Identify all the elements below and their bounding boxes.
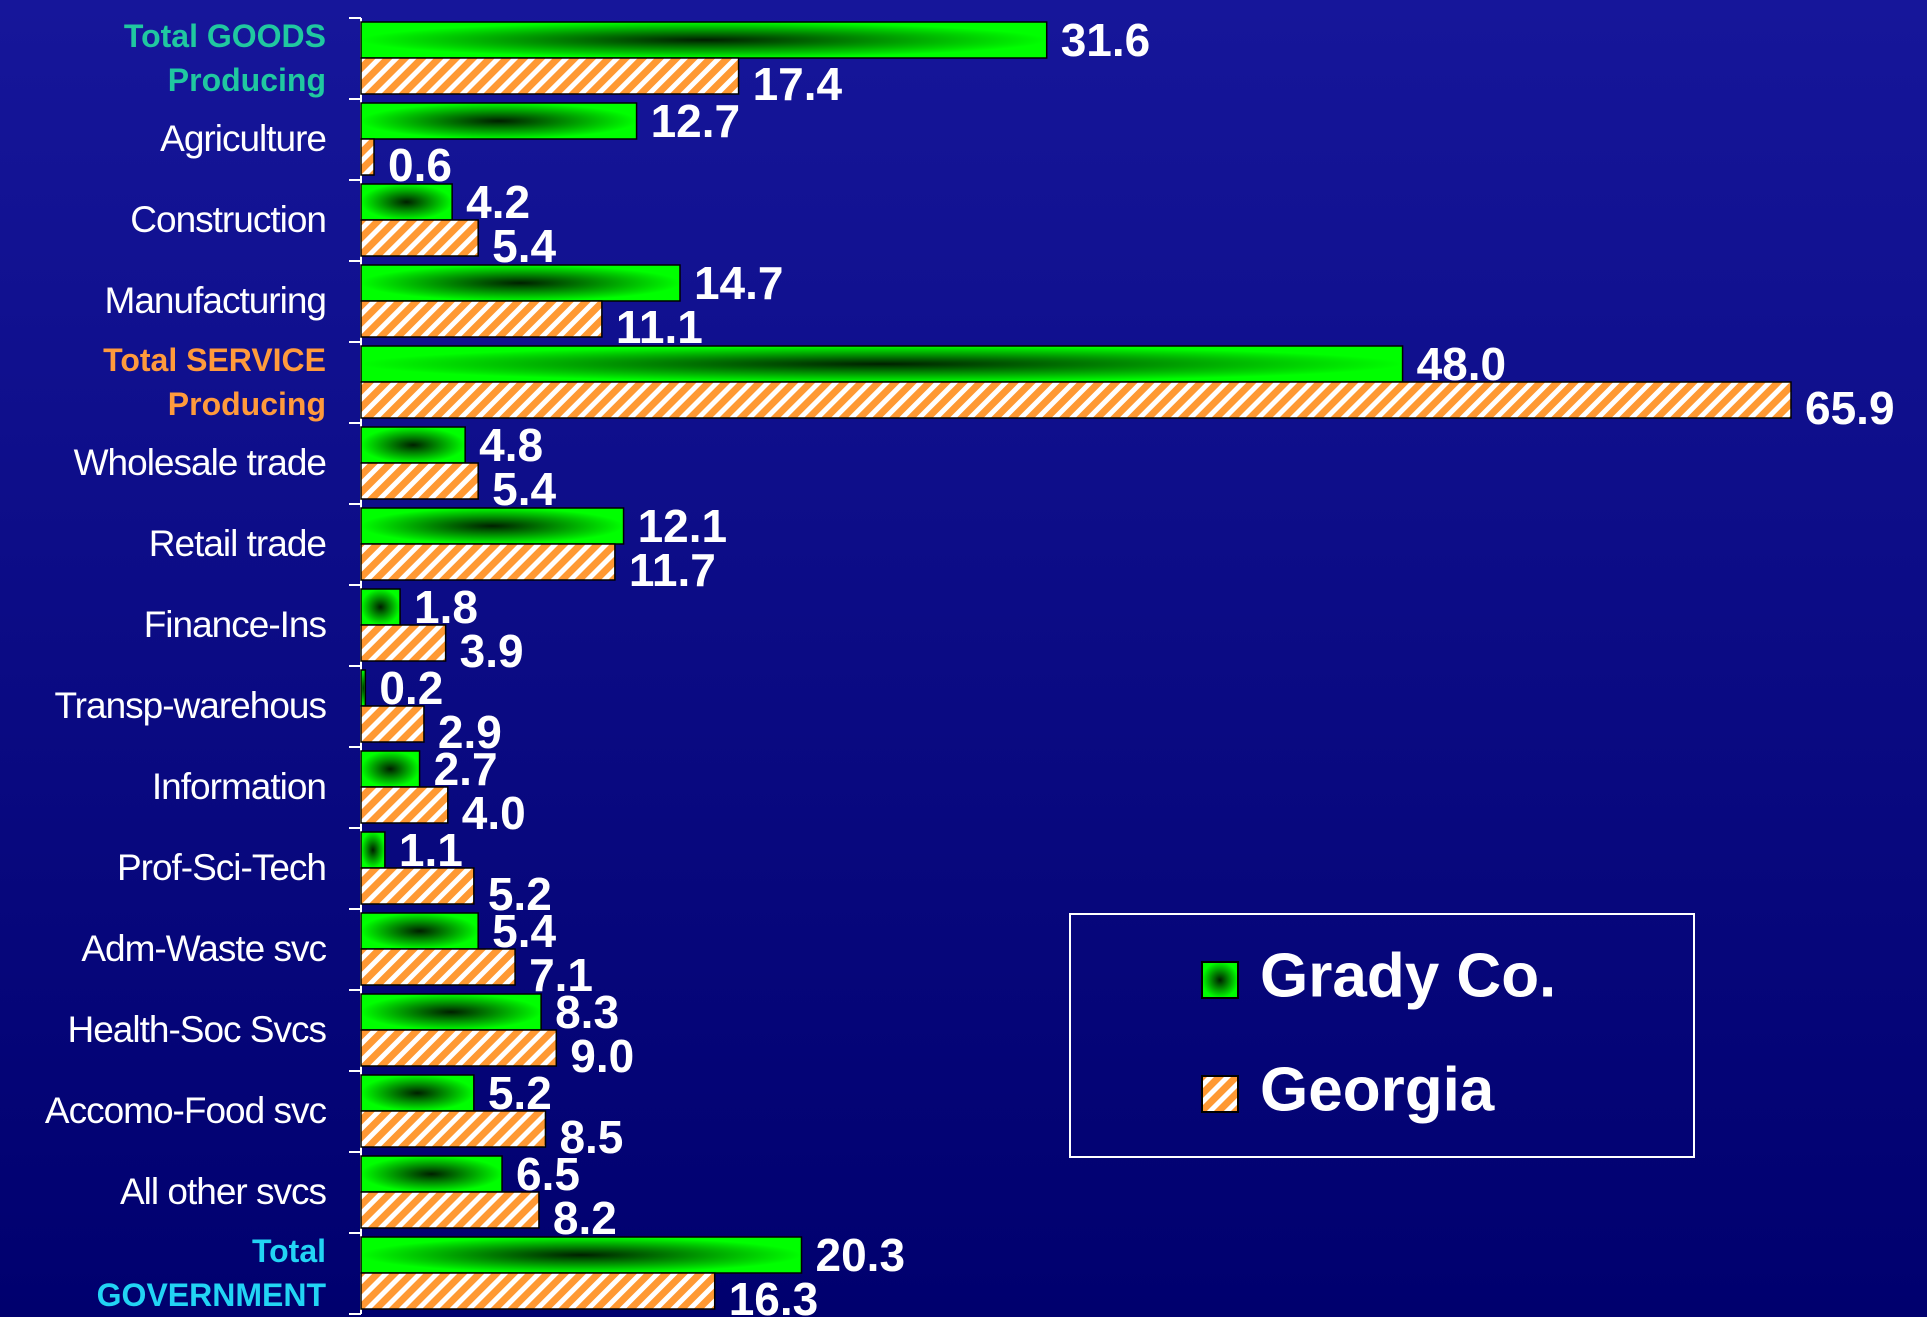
value-label: 11.1 <box>616 301 703 353</box>
bar <box>360 345 1404 383</box>
category-label: Total GOVERNMENT <box>96 1233 326 1313</box>
bar <box>360 138 375 176</box>
bar <box>360 1236 803 1274</box>
bar <box>360 1155 503 1193</box>
category-label: Adm-Waste svc <box>81 928 327 969</box>
category-label: All other svcs <box>119 1171 327 1212</box>
bar <box>360 462 479 500</box>
bar <box>360 1191 540 1229</box>
value-label: 8.3 <box>555 986 619 1038</box>
bar <box>360 1074 475 1112</box>
value-label: 0.6 <box>388 139 452 191</box>
value-label: 8.5 <box>559 1111 623 1163</box>
legend-label: Grady Co. <box>1260 941 1556 1010</box>
bar <box>360 57 740 95</box>
bar <box>360 588 401 626</box>
value-label: 16.3 <box>729 1273 819 1317</box>
category-label: Agriculture <box>160 118 327 159</box>
bar <box>360 21 1048 59</box>
bar <box>360 993 542 1031</box>
value-label: 12.7 <box>651 95 741 147</box>
value-label: 5.4 <box>492 463 556 515</box>
legend-label: Georgia <box>1260 1055 1495 1124</box>
value-label: 8.2 <box>553 1192 617 1244</box>
category-label: Prof-Sci-Tech <box>116 847 327 888</box>
bar <box>360 1110 547 1148</box>
value-label: 4.8 <box>479 419 543 471</box>
bar <box>360 624 447 662</box>
value-label: 5.2 <box>488 868 552 920</box>
value-label: 11.7 <box>629 544 716 596</box>
value-label: 9.0 <box>570 1030 634 1082</box>
bar <box>360 183 453 221</box>
category-label: Transp-warehous <box>54 685 327 726</box>
bar <box>360 300 603 338</box>
bar <box>360 1272 716 1310</box>
category-label: Accomo-Food svc <box>44 1090 327 1131</box>
bar <box>360 750 421 788</box>
value-label: 14.7 <box>694 257 784 309</box>
bar <box>360 831 386 869</box>
bar <box>360 102 638 140</box>
value-label: 31.6 <box>1061 14 1151 66</box>
legend-box <box>1069 913 1695 1158</box>
value-label: 2.9 <box>438 706 502 758</box>
category-label: Manufacturing <box>104 280 327 321</box>
value-label: 5.4 <box>492 220 556 272</box>
bar <box>360 381 1792 419</box>
bar <box>360 507 625 545</box>
bar <box>360 669 367 707</box>
category-label: Construction <box>130 199 327 240</box>
bar <box>360 705 425 743</box>
value-label: 4.0 <box>462 787 526 839</box>
bar <box>360 426 466 464</box>
value-label: 65.9 <box>1805 382 1895 434</box>
category-label: Wholesale trade <box>73 442 327 483</box>
bar <box>360 219 479 257</box>
value-label: 17.4 <box>753 58 843 110</box>
value-label: 3.9 <box>460 625 524 677</box>
category-label: Health-Soc Svcs <box>67 1009 327 1050</box>
bar <box>360 786 449 824</box>
value-label: 12.1 <box>638 500 728 552</box>
bar <box>360 867 475 905</box>
value-label: 20.3 <box>816 1229 906 1281</box>
category-label: Total GOODS Producing <box>123 18 326 98</box>
bar <box>360 1029 558 1067</box>
bar <box>360 948 516 986</box>
category-label: Information <box>151 766 327 807</box>
category-label: Total SERVICE Producing <box>103 342 326 422</box>
bar <box>360 543 616 581</box>
value-label: 7.1 <box>529 949 593 1001</box>
category-label: Retail trade <box>148 523 327 564</box>
bar <box>360 912 479 950</box>
legend-swatch <box>1201 1075 1239 1113</box>
legend-swatch <box>1201 961 1239 999</box>
category-label: Finance-Ins <box>143 604 327 645</box>
bar <box>360 264 681 302</box>
